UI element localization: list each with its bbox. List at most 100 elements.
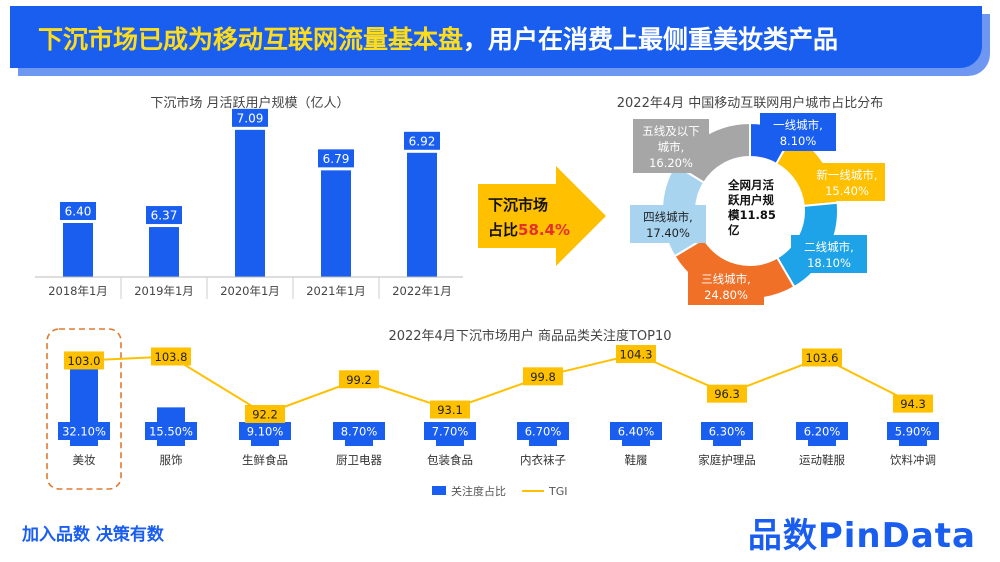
attention-value-box (517, 422, 569, 440)
category-label: 家庭护理品 (698, 453, 756, 467)
top10-chart-title: 2022年4月下沉市场用户 商品品类关注度TOP10 (388, 328, 671, 344)
attention-value-label: 9.10% (247, 425, 284, 439)
mau-value-box (146, 206, 182, 225)
mau-value-box (232, 108, 268, 127)
category-label: 包装食品 (427, 453, 473, 467)
legend-swatch-attention (432, 486, 446, 495)
donut-center-label-line: 模11.85 (728, 208, 776, 222)
donut-center-label-line: 全网月活 (727, 178, 774, 192)
attention-value-label: 32.10% (62, 425, 106, 439)
tgi-value-label: 92.2 (252, 408, 278, 422)
donut-label-box (791, 235, 867, 273)
attention-value-box (887, 422, 939, 440)
tgi-value-label: 103.6 (806, 351, 839, 365)
mau-bar (149, 227, 179, 277)
donut-slice-value-label: 8.10% (780, 134, 817, 148)
mau-bar (63, 223, 93, 277)
mau-value-box (318, 149, 354, 168)
donut-slice-name-label: 新一线城市, (816, 168, 877, 182)
mau-value-label: 6.37 (151, 209, 178, 223)
attention-value-box (424, 422, 476, 440)
brand-logo: 品数PinData (747, 516, 976, 556)
tgi-value-box (430, 400, 470, 419)
donut-slice-value-label: 17.40% (646, 226, 690, 240)
tgi-value-box (616, 345, 656, 363)
title-banner-background (10, 6, 982, 68)
tgi-value-box (523, 367, 563, 386)
donut-slice-value-label: 15.40% (825, 184, 869, 198)
tgi-value-box (707, 384, 747, 403)
callout-line2-value: 58.4% (518, 221, 570, 239)
page-title: 下沉市场已成为移动互联网流量基本盘，用户在消费上最侧重美妆类产品 (38, 20, 838, 56)
donut-label-box (633, 119, 709, 173)
donut-slice-value-label: 18.10% (807, 256, 851, 270)
donut-label-box (760, 113, 836, 151)
mau-x-tick-label: 2019年1月 (134, 284, 194, 298)
mau-value-label: 7.09 (237, 111, 264, 125)
donut-slice-name-label: 一线城市, (773, 118, 823, 132)
legend-label-attention: 关注度占比 (451, 484, 506, 498)
page-title-highlight: 下沉市场已成为移动互联网流量基本盘 (38, 25, 464, 54)
mau-x-tick-label: 2020年1月 (220, 284, 280, 298)
tgi-value-label: 99.2 (346, 373, 372, 387)
tgi-value-box (151, 347, 191, 366)
attention-value-label: 15.50% (149, 425, 193, 439)
attention-value-label: 6.40% (618, 425, 655, 439)
donut-center-label-line: 跃用户规 (728, 193, 774, 207)
callout-arrow-shape (478, 166, 606, 266)
donut-slice-name-label: 五线及以下 (642, 124, 700, 138)
footer-slogan: 加入品数 决策有数 (22, 525, 164, 545)
donut-label-box (688, 267, 764, 305)
mau-value-label: 6.79 (323, 152, 350, 166)
category-label: 运动鞋服 (799, 453, 845, 467)
donut-label-box (630, 205, 706, 243)
tgi-value-box (339, 370, 379, 389)
mau-bar (407, 152, 437, 277)
mau-x-tick-label: 2021年1月 (306, 284, 366, 298)
tgi-value-label: 96.3 (714, 387, 740, 401)
mau-value-box (60, 202, 96, 220)
callout-line1: 下沉市场 (488, 196, 548, 214)
tgi-value-label: 103.0 (68, 354, 101, 368)
attention-value-label: 6.20% (804, 425, 841, 439)
donut-slice-name-label: 城市, (658, 140, 685, 154)
attention-value-label: 7.70% (432, 425, 469, 439)
mau-x-tick-label: 2018年1月 (48, 284, 108, 298)
category-label: 美妆 (73, 453, 96, 467)
tgi-value-box (893, 394, 933, 413)
mau-chart-title: 下沉市场 月活跃用户规模（亿人） (150, 95, 349, 111)
city-tier-donut-chart: 2022年4月 中国移动互联网用户城市占比分布 全网月活跃用户规模11.85亿 … (617, 95, 885, 305)
attention-value-box (796, 422, 848, 440)
tgi-value-box (64, 351, 104, 370)
donut-label-box (809, 163, 885, 201)
mau-value-box (404, 131, 440, 150)
mau-bar (321, 170, 351, 277)
tgi-value-label: 104.3 (620, 348, 653, 362)
tgi-value-label: 103.8 (155, 350, 188, 364)
donut-slice-name-label: 四线城市, (643, 210, 693, 224)
attention-value-box (610, 422, 662, 440)
donut-center-label-line: 亿 (728, 223, 740, 237)
donut-slice-value-label: 16.20% (649, 156, 693, 170)
mau-x-tick-label: 2022年1月 (392, 284, 452, 298)
donut-chart-title: 2022年4月 中国移动互联网用户城市占比分布 (617, 95, 884, 111)
sinking-market-callout: 下沉市场 占比58.4% (478, 166, 606, 266)
attention-value-box (145, 422, 197, 440)
donut-slice-name-label: 三线城市, (701, 272, 751, 286)
attention-value-label: 6.70% (525, 425, 562, 439)
donut-slice-value-label: 24.80% (704, 288, 748, 302)
title-banner: 下沉市场已成为移动互联网流量基本盘，用户在消费上最侧重美妆类产品 (0, 6, 1000, 74)
category-label: 饮料冲调 (890, 453, 936, 467)
attention-value-box (239, 422, 291, 440)
tgi-line (83, 352, 914, 416)
attention-value-box (58, 422, 110, 440)
attention-value-label: 5.90% (895, 425, 932, 439)
attention-value-label: 6.30% (709, 425, 746, 439)
mau-value-label: 6.92 (409, 134, 436, 148)
category-label: 鞋履 (625, 453, 648, 467)
category-label: 生鲜食品 (242, 453, 288, 467)
attention-value-box (333, 422, 385, 440)
mau-bar (235, 129, 265, 277)
mau-bar-chart: 下沉市场 月活跃用户规模（亿人） 6.40 6.37 7.09 6.79 6.92 20… (35, 95, 463, 299)
top10-legend: 关注度占比 TGI (432, 484, 568, 498)
